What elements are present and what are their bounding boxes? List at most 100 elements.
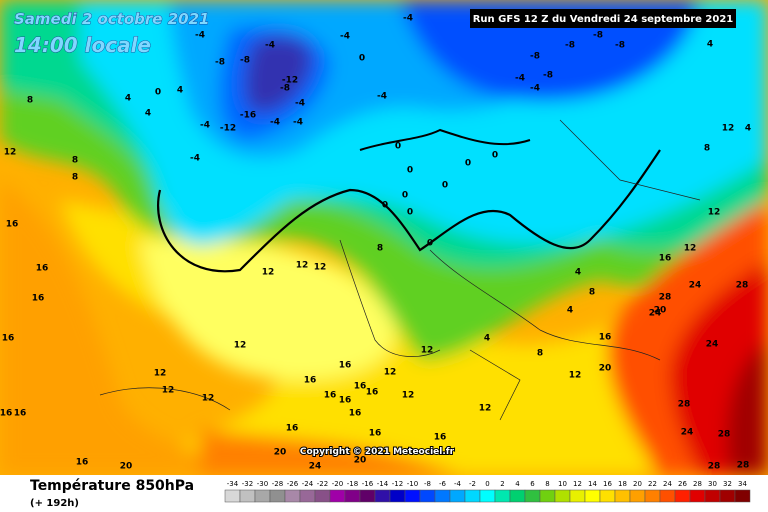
scale-label: -24 (302, 480, 314, 488)
contour-label: 4 (707, 40, 713, 50)
contour-label: 0 (155, 88, 161, 98)
contour-label: 16 (76, 458, 89, 468)
contour-label: 4 (125, 94, 131, 104)
scale-swatch (449, 489, 466, 503)
scale-label: -30 (257, 480, 268, 488)
scale-swatch (434, 489, 451, 503)
scale-label: -14 (377, 480, 389, 488)
scale-label: 30 (708, 480, 717, 488)
contour-label: 12 (234, 341, 247, 351)
contour-label: 16 (14, 409, 27, 419)
scale-swatch (374, 489, 391, 503)
contour-label: 0 (402, 191, 408, 201)
contour-label: 20 (654, 306, 667, 316)
contour-label: 16 (354, 382, 367, 392)
contour-label: 16 (286, 424, 299, 434)
scale-label: 20 (633, 480, 642, 488)
contour-label: 12 (421, 346, 434, 356)
lead-time: (+ 192h) (30, 498, 79, 509)
contour-label: 4 (484, 334, 490, 344)
scale-swatch (284, 489, 301, 503)
contour-label: 24 (689, 281, 702, 291)
contour-label: 16 (339, 396, 352, 406)
scale-label: -26 (287, 480, 299, 488)
contour-label: -4 (270, 118, 280, 128)
contour-label: 16 (36, 264, 49, 274)
contour-label: 16 (2, 334, 15, 344)
contour-label: 28 (718, 430, 731, 440)
contour-label: 0 (407, 208, 413, 218)
contour-label: 12 (569, 371, 582, 381)
contour-label: -4 (295, 99, 305, 109)
scale-label: -20 (332, 480, 343, 488)
forecast-date: Samedi 2 octobre 2021 (14, 10, 209, 28)
contour-label: 0 (465, 159, 471, 169)
color-scale: -34 -32 -30 -28 -26 -24 -22 -20 -18 -16 -14 -12 -10-… (224, 480, 751, 503)
scale-swatch (689, 489, 706, 503)
contour-label: 20 (354, 456, 367, 466)
scale-label: -34 (227, 480, 239, 488)
contour-label: 8 (72, 156, 78, 166)
scale-label: -16 (362, 480, 374, 488)
contour-label: 12 (4, 148, 17, 158)
contour-label: 12 (162, 386, 175, 396)
contour-label: 0 (442, 181, 448, 191)
contour-label: 28 (736, 281, 749, 291)
scale-swatch (719, 489, 736, 503)
contour-label: 20 (120, 462, 133, 472)
scale-label: -28 (272, 480, 283, 488)
variable-title: Température 850hPa (30, 478, 194, 494)
scale-swatch (419, 489, 436, 503)
map: -4-4-8 -8-12-8-4-16-12-4-4-4-40 444812880-… (0, 0, 768, 475)
contour-label: 16 (434, 433, 447, 443)
scale-label: 24 (663, 480, 672, 488)
scale-swatch (344, 489, 361, 503)
contour-label: -4 (403, 14, 413, 24)
scale-swatch (314, 489, 331, 503)
scale-label: 32 (723, 480, 732, 488)
scale-label: 16 (603, 480, 612, 488)
contour-label: -4 (195, 31, 205, 41)
scale-swatch (404, 489, 421, 503)
scale-label: 8 (545, 480, 549, 488)
contour-label: 12 (202, 394, 215, 404)
contour-labels: -4-4-8 -8-12-8-4-16-12-4-4-4-40 444812880-… (0, 14, 751, 472)
scale-swatch (629, 489, 646, 503)
contour-label: -4 (515, 74, 525, 84)
contour-label: 12 (384, 368, 397, 378)
scale-swatch (299, 489, 316, 503)
copyright: Copyright © 2021 Meteociel.fr (300, 447, 455, 457)
contour-label: 4 (567, 306, 573, 316)
scale-label: -4 (454, 480, 462, 488)
contour-label: 16 (339, 361, 352, 371)
scale-swatch (464, 489, 481, 503)
contour-label: -8 (530, 52, 540, 62)
contour-label: 16 (6, 220, 19, 230)
scale-swatch (734, 489, 751, 503)
contour-label: 12 (708, 208, 721, 218)
scale-label: 0 (485, 480, 489, 488)
forecast-time: 14:00 locale (14, 33, 151, 57)
scale-swatch (569, 489, 586, 503)
contour-label: 0 (407, 166, 413, 176)
contour-label: -8 (215, 58, 225, 68)
contour-label: 16 (304, 376, 317, 386)
scale-swatch (494, 489, 511, 503)
scale-swatch (254, 489, 271, 503)
contour-label: 12 (479, 404, 492, 414)
scale-swatch (269, 489, 286, 503)
contour-label: 28 (659, 293, 672, 303)
scale-swatch (389, 489, 406, 503)
scale-label: -10 (407, 480, 418, 488)
scale-label: 4 (515, 480, 520, 488)
contour-label: -16 (240, 111, 256, 121)
contour-label: 12 (314, 263, 327, 273)
contour-label: 4 (575, 268, 581, 278)
contour-label: 28 (737, 461, 750, 471)
contour-label: -12 (282, 76, 298, 86)
scale-swatch (584, 489, 601, 503)
contour-label: -4 (530, 84, 540, 94)
contour-label: -4 (377, 92, 387, 102)
scale-swatch (614, 489, 631, 503)
scale-swatch (599, 489, 616, 503)
